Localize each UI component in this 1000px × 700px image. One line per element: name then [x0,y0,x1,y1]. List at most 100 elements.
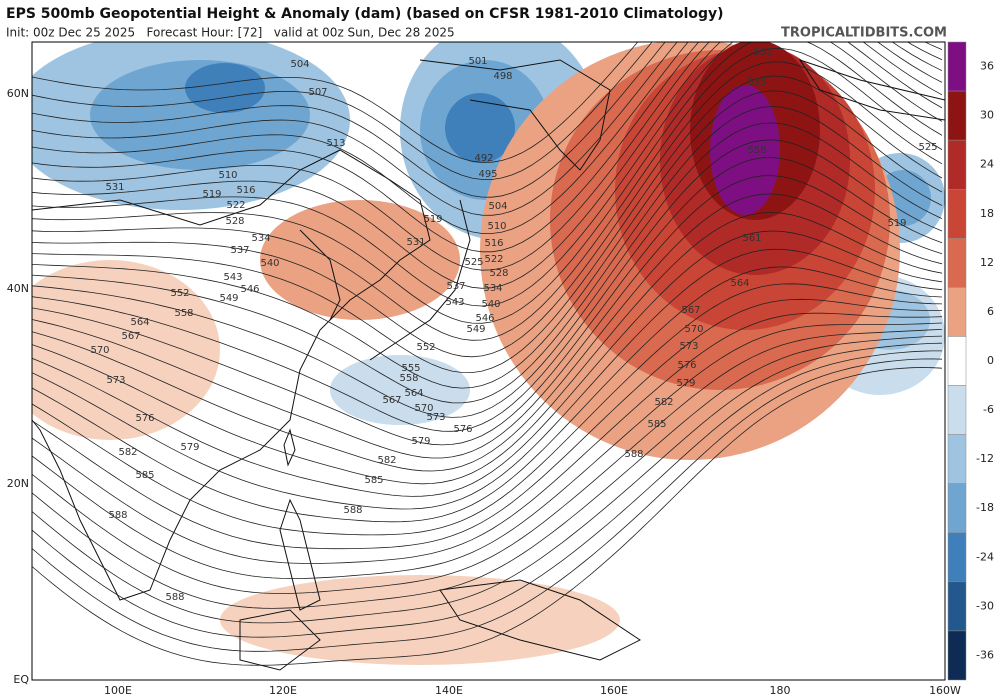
contour-label: 567 [121,331,140,342]
contour-line [32,335,943,609]
colorbar-label: 6 [987,305,994,318]
contour-line [32,48,943,341]
contour-line [32,342,943,624]
lon-label: 120E [269,684,297,697]
colorbar-label: 36 [980,60,994,73]
contour-label: 540 [481,299,500,310]
contour-label: 510 [218,170,237,181]
contour-line [32,230,943,497]
contour-line [32,283,943,536]
colorbar-band [947,90,967,141]
contour-label: 528 [489,268,508,279]
contour-label: 564 [730,278,749,289]
subtitle: Init: 00z Dec 25 2025 Forecast Hour: [72… [6,26,455,40]
colorbar-label: -12 [976,452,994,465]
colorbar-label: 30 [980,109,994,122]
contour-line [32,322,943,580]
contour-label: 546 [240,284,259,295]
contour-label: 543 [445,297,464,308]
contour-label: 558 [174,308,193,319]
contour-label: 576 [453,424,472,435]
contour-label: 555 [401,363,420,374]
map-frame [31,41,946,681]
contour-line [32,42,639,163]
colorbar-label: -6 [983,403,994,416]
contour-label: 531 [406,237,425,248]
contour-label: 495 [478,169,497,180]
contour-label: 519 [423,214,442,225]
lon-label: 180 [770,684,791,697]
contour-line [32,42,653,180]
contour-line [32,358,943,652]
contour-line [32,42,943,234]
contour-line [32,139,943,432]
contour-label: 588 [624,449,643,460]
contour-label: 516 [236,185,255,196]
contour-line [32,42,943,271]
colorbar-label: -18 [976,501,994,514]
colorbar-band [947,434,967,484]
height-contours [32,42,943,666]
contour-line [32,42,943,216]
contour-label: 549 [219,293,238,304]
lon-label: 100E [104,684,132,697]
contour-label: 579 [180,442,199,453]
colorbar-label: -30 [976,599,994,612]
contour-line [32,312,943,564]
contour-line [32,75,943,374]
contour-line [32,90,943,389]
contour-label: 570 [684,324,703,335]
colorbar-band [947,336,967,386]
source: TROPICALTIDBITS.COM [781,26,947,41]
contour-label: 585 [364,475,383,486]
contour-label: 534 [483,283,502,294]
contour-label: 552 [753,47,772,58]
contour-label: 582 [654,397,673,408]
contour-label: 537 [446,281,465,292]
colorbar-label: -36 [976,648,994,661]
colorbar-label: 24 [980,158,994,171]
lat-label: 60N [7,87,29,100]
contour-label: 558 [399,373,418,384]
contour-line [32,193,943,472]
contour-label: 492 [474,153,493,164]
colorbar-band [947,532,967,583]
contour-label: 504 [488,201,507,212]
lat-label: EQ [13,673,29,686]
contour-label: 504 [290,59,309,70]
contour-label: 513 [326,138,345,149]
contour-label: 588 [343,505,362,516]
lon-label: 160W [929,684,961,697]
contour-line [32,367,943,666]
lon-label: 160E [600,684,628,697]
contour-label: 579 [676,378,695,389]
contour-label: 498 [493,71,512,82]
contour-label: 561 [742,233,761,244]
contour-label: 537 [230,245,249,256]
contour-label: 582 [377,455,396,466]
contour-line [32,42,943,289]
contour-label: 570 [90,345,109,356]
contour-label: 579 [411,436,430,447]
contour-labels: 504 507 501 498 513 510 516 519 522 528 531 492 495 5… [90,47,937,603]
contour-label: 540 [260,258,279,269]
contour-line [32,42,943,324]
contour-label: 585 [135,470,154,481]
contour-label: 522 [484,254,503,265]
contour-label: 585 [647,419,666,430]
colorbar: 36 30 24 18 12 6 0 -6 -12 -18 -24 -30 -36 [947,41,994,681]
colorbar-band [947,581,967,632]
contour-line [32,42,943,198]
colorbar-label: 12 [980,256,994,269]
contour-label: 525 [918,142,937,153]
contour-label: 570 [414,403,433,414]
contour-label: 510 [487,221,506,232]
contour-line [32,175,943,459]
contour-label: 576 [677,360,696,371]
contour-label: 552 [416,342,435,353]
contour-label: 534 [251,233,270,244]
contour-label: 525 [464,257,483,268]
contour-line [32,329,943,595]
contour-label: 564 [404,388,423,399]
